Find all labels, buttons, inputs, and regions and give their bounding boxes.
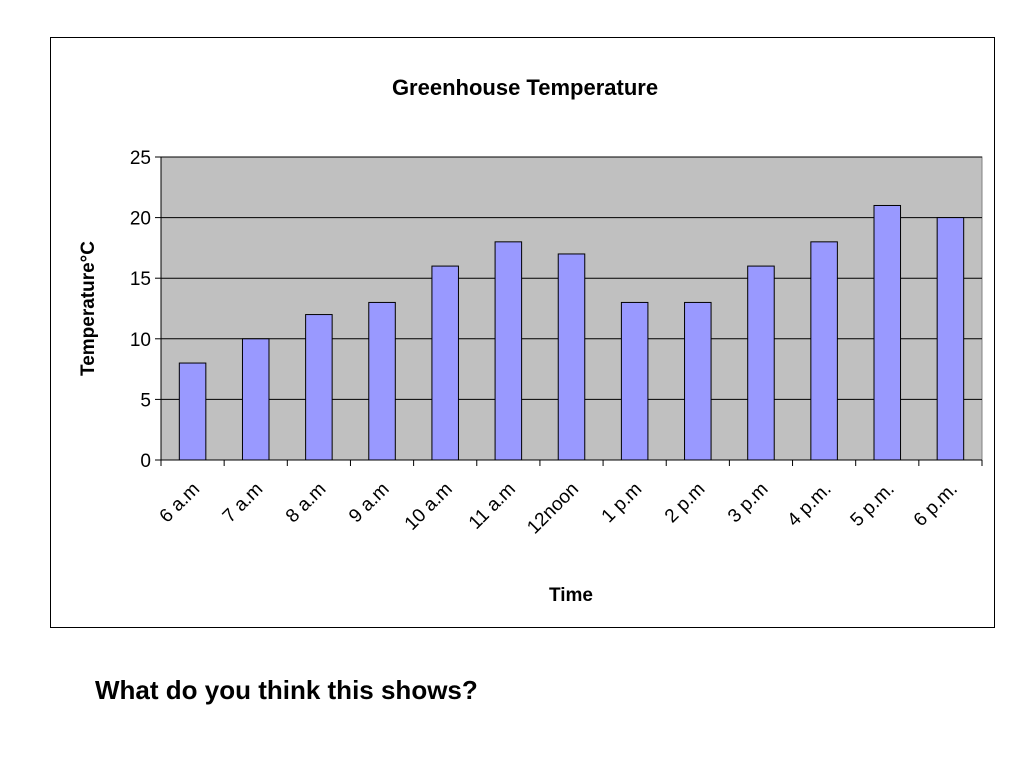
chart-frame: Greenhouse Temperature 0 5 10 15 20 25 6 a.m 7…	[50, 37, 995, 628]
bars	[178, 204, 965, 461]
x-axis-label: Time	[549, 585, 593, 606]
y-tick-label: 25	[130, 148, 151, 169]
chart-title: Greenhouse Temperature	[392, 75, 658, 100]
x-tick-label: 12noon	[523, 479, 583, 539]
x-tick-label: 11 a.m	[465, 479, 520, 534]
x-tick-label: 10 a.m	[401, 479, 457, 535]
x-tick-label: 5 p.m.	[847, 479, 899, 531]
bar	[684, 301, 712, 461]
bar	[873, 204, 902, 461]
y-tick-label: 0	[140, 451, 151, 472]
y-tick-labels: 0 5 10 15 20 25	[130, 148, 151, 472]
x-tick-labels: 6 a.m 7 a.m 8 a.m 9 a.m 10 a.m 11 a.m 12noon 1 …	[156, 479, 962, 539]
x-tick-label: 2 p.m	[661, 479, 709, 527]
x-tick-label: 4 p.m.	[783, 479, 835, 531]
bar	[620, 301, 649, 461]
bar	[936, 217, 965, 461]
axes	[155, 156, 983, 466]
bar	[810, 241, 838, 461]
x-tick-label: 8 a.m	[282, 479, 330, 527]
y-tick-label: 10	[130, 330, 151, 351]
bar	[241, 338, 270, 461]
x-tick-label: 6 p.m.	[910, 479, 962, 531]
bar	[431, 265, 459, 461]
x-tick-label: 3 p.m	[724, 479, 772, 527]
bar	[747, 265, 775, 461]
bar	[557, 253, 586, 461]
bar	[305, 314, 333, 461]
x-tick-label: 9 a.m	[345, 479, 393, 527]
y-axis-label: Temperature°C	[78, 241, 99, 376]
bar	[178, 362, 207, 461]
y-tick-label: 5	[140, 390, 151, 411]
x-tick-label: 7 a.m	[219, 479, 267, 527]
bar	[494, 241, 523, 461]
bar-chart: Greenhouse Temperature 0 5 10 15 20 25 6 a.m 7…	[78, 75, 983, 606]
x-tick-label: 6 a.m	[156, 479, 204, 527]
question-caption: What do you think this shows?	[95, 675, 478, 705]
bar	[368, 301, 396, 461]
y-tick-label: 15	[130, 269, 151, 290]
y-tick-label: 20	[130, 209, 151, 230]
x-tick-label: 1 p.m	[598, 479, 646, 527]
